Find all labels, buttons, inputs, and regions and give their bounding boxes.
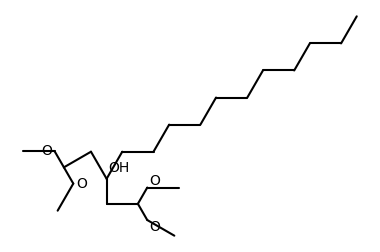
Text: O: O [76, 177, 87, 191]
Text: O: O [149, 174, 160, 187]
Text: OH: OH [108, 161, 130, 175]
Text: O: O [41, 144, 52, 158]
Text: O: O [149, 220, 160, 234]
